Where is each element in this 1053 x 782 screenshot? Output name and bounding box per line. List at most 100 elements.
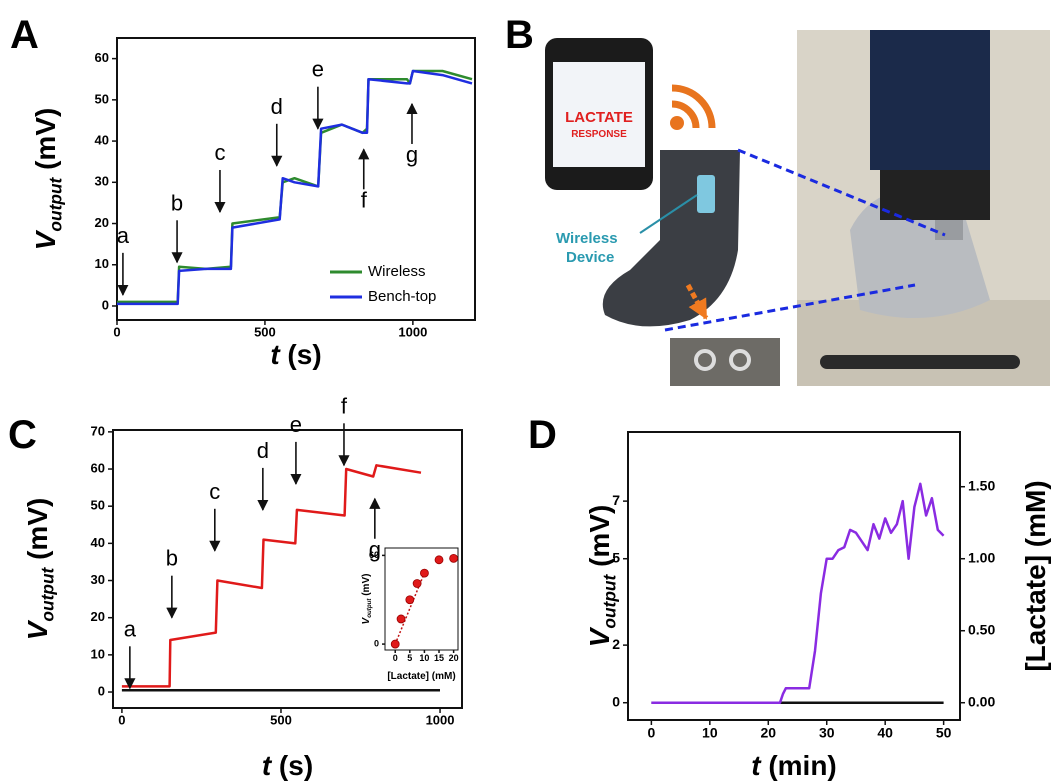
x-tick-label: 5 xyxy=(407,653,412,663)
data-point xyxy=(397,615,405,623)
panel-label: C xyxy=(8,413,37,457)
y-tick-label: 50 xyxy=(91,498,105,513)
rider-shorts xyxy=(880,170,990,220)
electrode-photo xyxy=(670,338,780,386)
x-tick-label: 0 xyxy=(393,653,398,663)
device-label: Wireless xyxy=(556,230,618,247)
annotation-label: d xyxy=(257,438,269,463)
y-tick-label: 10 xyxy=(95,256,109,271)
axis-label-unit: (mV) xyxy=(361,574,372,599)
data-point xyxy=(420,569,428,577)
figure: B LACTATE RESPONSE Wireless Device 05001… xyxy=(0,0,1053,782)
x-tick-label: 10 xyxy=(702,725,718,741)
phone-text: LACTATE xyxy=(565,109,633,126)
device-label: Device xyxy=(566,249,614,266)
y-tick-label: 60 xyxy=(91,460,105,475)
axis-label: Voutput (mV) xyxy=(22,498,57,641)
annotation-label: a xyxy=(117,223,130,248)
axis-label: t (s) xyxy=(270,339,321,370)
axis-label-sub: output xyxy=(37,566,57,621)
y-tick-label: 20 xyxy=(95,215,109,230)
x-tick-label: 500 xyxy=(254,325,276,340)
axis-label-unit: (mV) xyxy=(30,108,61,178)
plot-frame xyxy=(385,548,458,650)
rider xyxy=(870,30,990,170)
axis-label-unit: (min) xyxy=(761,750,837,781)
data-point xyxy=(450,554,458,562)
axis-label-unit: (s) xyxy=(271,750,313,781)
y2-tick-label: 0.00 xyxy=(968,693,995,709)
y-tick-label: 40 xyxy=(95,133,109,148)
y-tick-label: 70 xyxy=(91,423,105,438)
data-point xyxy=(435,556,443,564)
annotation-label: a xyxy=(124,616,137,641)
y-tick-label: 0 xyxy=(374,638,379,648)
annotation-label: c xyxy=(214,140,225,165)
axis-label-main: [Lactate] (mM) xyxy=(1020,480,1051,671)
x-tick-label: 20 xyxy=(760,725,776,741)
x-tick-label: 40 xyxy=(877,725,893,741)
plot-frame xyxy=(628,432,960,720)
axis-label-sub: output xyxy=(45,176,65,231)
annotation-label: d xyxy=(271,94,283,119)
x-tick-label: 20 xyxy=(449,653,459,663)
bike-base xyxy=(820,355,1020,369)
axis-label: Voutput (mV) xyxy=(30,108,65,251)
data-point xyxy=(413,579,421,587)
panel-label: B xyxy=(505,13,534,57)
y-tick-label: 40 xyxy=(91,535,105,550)
annotation-label: e xyxy=(312,57,324,82)
panel-label: D xyxy=(528,413,557,457)
device xyxy=(697,175,715,213)
x-tick-label: 1000 xyxy=(398,325,427,340)
axis-label: Voutput (mV) xyxy=(584,505,619,648)
y-tick-label: 60 xyxy=(95,50,109,65)
axis-label: [Lactate] (mM) xyxy=(387,671,455,682)
axis-label-sub: output xyxy=(366,598,373,618)
x-tick-label: 1000 xyxy=(426,713,455,728)
annotation-label: f xyxy=(341,393,348,418)
annotation-label: c xyxy=(209,479,220,504)
x-tick-label: 500 xyxy=(270,713,292,728)
axis-label-unit: (mV) xyxy=(584,505,615,575)
x-tick-label: 15 xyxy=(434,653,444,663)
x-tick-label: 50 xyxy=(936,725,952,741)
legend-label: Bench-top xyxy=(368,288,436,305)
data-point xyxy=(391,640,399,648)
annotation-label: g xyxy=(406,142,418,167)
axis-label-unit: (mV) xyxy=(22,498,53,568)
x-tick-label: 0 xyxy=(647,725,655,741)
x-tick-label: 0 xyxy=(113,325,120,340)
y2-tick-label: 1.00 xyxy=(968,549,995,565)
y-tick-label: 30 xyxy=(95,174,109,189)
y2-tick-label: 1.50 xyxy=(968,477,995,493)
axis-label: [Lactate] (mM) xyxy=(1020,480,1051,671)
y-tick-label: 0 xyxy=(102,297,109,312)
legend-label: Wireless xyxy=(368,263,426,280)
panel-b: B LACTATE RESPONSE Wireless Device xyxy=(505,13,1050,386)
y2-tick-label: 0.50 xyxy=(968,621,995,637)
y-tick-label: 30 xyxy=(91,572,105,587)
annotation-label: f xyxy=(361,187,368,212)
y-tick-label: 0 xyxy=(98,683,105,698)
axis-label-unit: (s) xyxy=(280,339,322,370)
axis-label: t (min) xyxy=(751,750,837,781)
x-tick-label: 10 xyxy=(419,653,429,663)
y-tick-label: 50 xyxy=(95,91,109,106)
y-tick-label: 0 xyxy=(612,693,620,709)
annotation-label: b xyxy=(171,190,183,215)
data-point xyxy=(406,596,414,604)
annotation-label: e xyxy=(290,412,302,437)
axis-label-sub: output xyxy=(599,573,619,628)
phone-text: RESPONSE xyxy=(571,129,627,140)
panel-label: A xyxy=(10,13,39,57)
axis-label-main: [Lactate] (mM) xyxy=(387,671,455,682)
axis-label: t (s) xyxy=(262,750,313,781)
y-tick-label: 60 xyxy=(369,550,379,560)
y-tick-label: 10 xyxy=(91,646,105,661)
y-tick-label: 20 xyxy=(91,609,105,624)
x-tick-label: 30 xyxy=(819,725,835,741)
annotation-label: b xyxy=(166,546,178,571)
x-tick-label: 0 xyxy=(118,713,125,728)
wifi-dot xyxy=(670,116,684,130)
